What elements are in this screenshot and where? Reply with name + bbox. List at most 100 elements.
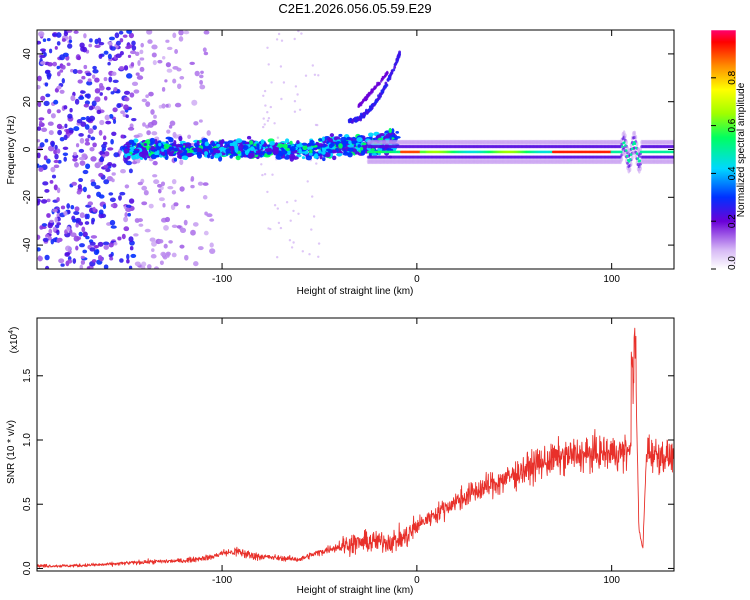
spectrogram-cell: [136, 75, 144, 80]
spectrogram-cell: [57, 85, 62, 90]
spectrogram-cell: [359, 112, 363, 116]
spectrogram-cell: [380, 90, 384, 94]
spectrogram-cell: [151, 52, 157, 58]
spectrogram-cell: [202, 47, 207, 53]
spectrogram-cell: [47, 121, 54, 126]
spectrogram-cell: [294, 199, 297, 202]
spectrogram-cell: [186, 204, 191, 209]
spectrogram-cell: [209, 218, 215, 222]
spectrogram-cell: [79, 243, 85, 248]
spectrogram-cell: [87, 134, 91, 139]
spectrogram-cell: [85, 138, 90, 143]
spectrogram-cell: [269, 105, 272, 109]
spectrogram-cell: [125, 204, 132, 208]
spectrogram-cell: [259, 154, 263, 158]
spectrogram-cell: [109, 197, 116, 203]
spectrogram-cell: [210, 155, 214, 160]
spectrogram-cell: [391, 128, 395, 134]
spectrogram-cell: [318, 150, 322, 154]
spectrogram-cell: [44, 254, 50, 261]
spectrogram-cell: [203, 230, 209, 236]
spectrogram-cell: [262, 94, 265, 98]
spectrogram-xtick-label: -100: [212, 274, 232, 285]
spectrogram-cell: [388, 127, 392, 134]
spectrogram-cell: [141, 185, 148, 191]
spectrogram-cell: [50, 238, 55, 245]
spectrogram-cell: [127, 212, 131, 217]
spectrogram-cell: [327, 137, 334, 143]
spectrogram-cell: [62, 152, 69, 157]
spectrogram-cell: [56, 65, 61, 70]
spectrogram-cell: [347, 151, 353, 158]
spectrogram-cell: [133, 134, 140, 138]
spectrogram-cell: [76, 190, 82, 195]
spectrogram-cell: [84, 221, 90, 225]
spectrogram-cell: [157, 183, 162, 188]
spectrogram-cell: [67, 43, 73, 49]
spectrogram-cell: [202, 182, 209, 186]
spectrogram-cell: [120, 110, 126, 115]
spectrogram-cell: [219, 146, 226, 152]
spectrogram-cell: [289, 153, 296, 158]
spectrogram-cell: [99, 119, 105, 126]
spectrogram-cell: [127, 54, 132, 59]
spectrogram-cell: [359, 146, 364, 151]
spectrogram-cell: [292, 241, 295, 244]
spectrogram-cell: [94, 77, 100, 83]
spectrogram-cell: [225, 148, 231, 154]
spectrogram-cell: [172, 78, 177, 84]
spectrogram-cell: [151, 240, 157, 247]
spectrogram-cell: [152, 160, 158, 166]
spectrogram-cell: [172, 32, 177, 39]
spectrogram-cell: [74, 162, 79, 168]
spectrogram-cell: [111, 172, 116, 176]
spectrogram-cell: [140, 42, 144, 48]
spectrogram-cell: [179, 159, 184, 166]
spectrogram-cell: [190, 175, 195, 182]
spectrogram-cell: [313, 73, 317, 77]
spectrogram-cell: [383, 75, 387, 78]
spectrogram-cell: [359, 116, 363, 120]
spectrogram-cell: [260, 163, 263, 166]
spectrogram-cell: [94, 185, 101, 190]
spectrogram-cell: [141, 261, 147, 267]
spectrogram-cell: [84, 93, 90, 98]
spectrogram-cell: [626, 154, 629, 158]
spectrogram-cell: [626, 161, 629, 165]
spectrogram-cell: [179, 186, 185, 192]
spectrogram-cell: [348, 140, 352, 145]
spectrogram-cell: [86, 266, 91, 269]
spectrogram-cell: [103, 95, 108, 101]
spectrogram-cell: [37, 247, 41, 252]
spectrogram-cell: [631, 143, 635, 146]
spectrogram-cell: [262, 125, 265, 129]
spectrogram-cell: [332, 155, 337, 161]
snr-xlabel: Height of straight line (km): [297, 585, 414, 596]
spectrogram-cell: [206, 213, 213, 218]
spectrogram-cell: [131, 81, 139, 87]
spectrogram-cell: [126, 73, 133, 79]
spectrogram-cell: [256, 145, 260, 151]
spectrogram-cell: [91, 74, 96, 79]
spectrogram-cell: [105, 168, 111, 173]
spectrogram-cell: [109, 256, 114, 261]
spectrogram-cell: [191, 99, 198, 106]
spectrogram-cell: [52, 226, 57, 232]
spectrogram-cell: [179, 76, 185, 80]
snr-ytick-label: 0.5: [22, 497, 33, 511]
spectrogram-cell: [293, 100, 297, 103]
spectrogram-cell: [103, 164, 109, 169]
spectrogram-cell: [86, 80, 93, 86]
spectrogram-cell: [61, 77, 65, 84]
spectrogram-cell: [103, 135, 107, 141]
spectrogram-cell: [82, 186, 87, 193]
spectrogram-cell: [671, 139, 674, 145]
spectrogram-cell: [128, 168, 133, 174]
spectrogram-cell: [75, 143, 80, 148]
spectrogram-ylabel: Frequency (Hz): [6, 116, 17, 185]
spectrogram-cell: [635, 152, 639, 155]
snr-series-line: [37, 327, 674, 568]
spectrogram-cell: [124, 212, 128, 218]
spectrogram-cell: [64, 251, 71, 256]
